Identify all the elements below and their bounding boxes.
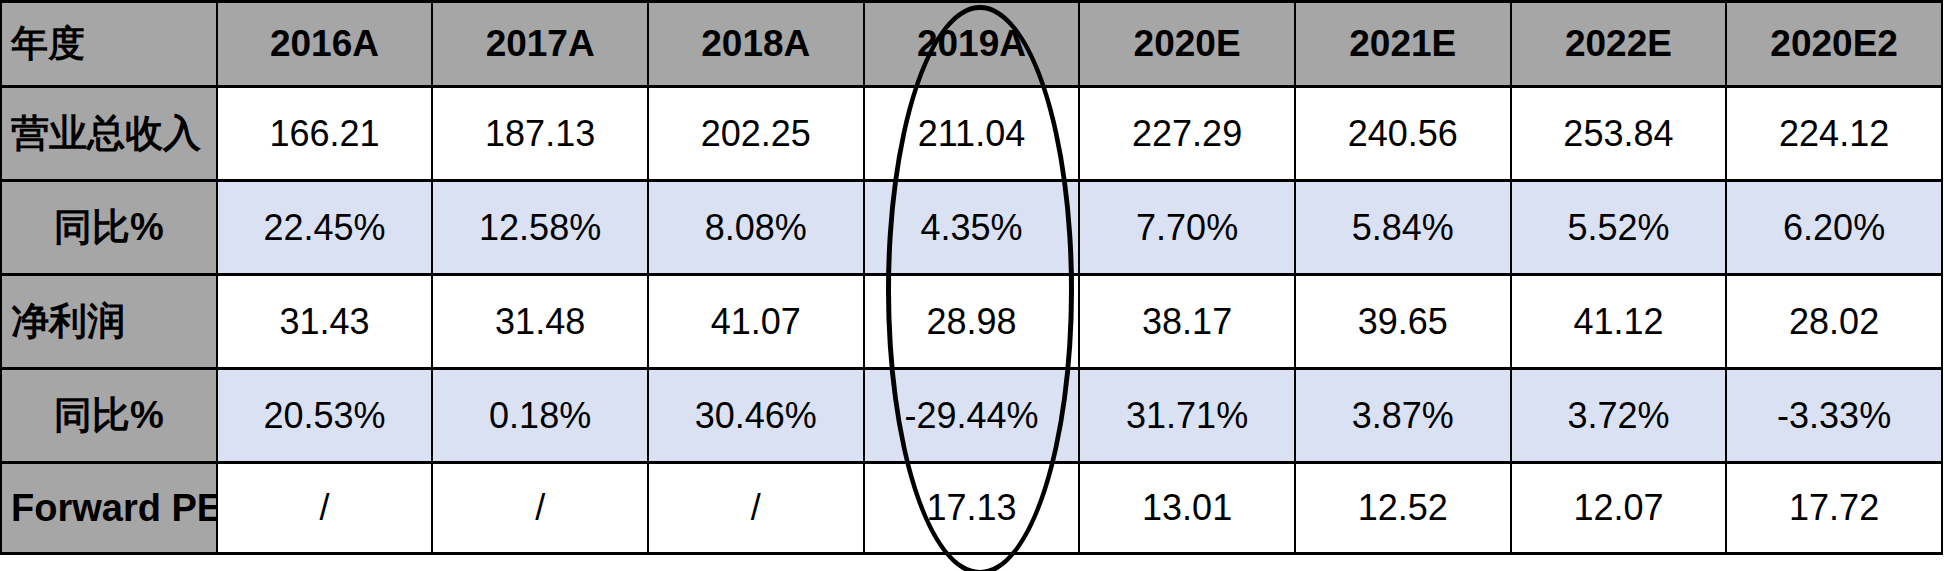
column-header-2020E2: 2020E2 (1726, 2, 1942, 87)
table-cell: 3.87% (1295, 369, 1511, 463)
table-cell: 0.18% (432, 369, 648, 463)
table-cell: 31.43 (217, 275, 433, 369)
table-cell: 253.84 (1511, 87, 1727, 181)
column-header-2021E: 2021E (1295, 2, 1511, 87)
table-cell: 8.08% (648, 181, 864, 275)
table-cell: 13.01 (1079, 463, 1295, 554)
table-cell: 3.72% (1511, 369, 1727, 463)
table-cell: 31.48 (432, 275, 648, 369)
table-cell: 39.65 (1295, 275, 1511, 369)
table-cell: 224.12 (1726, 87, 1942, 181)
table-cell: 20.53% (217, 369, 433, 463)
column-header-2017A: 2017A (432, 2, 648, 87)
table-cell: 5.84% (1295, 181, 1511, 275)
table-cell: 187.13 (432, 87, 648, 181)
table-cell: 41.07 (648, 275, 864, 369)
table-cell: 30.46% (648, 369, 864, 463)
column-header-2018A: 2018A (648, 2, 864, 87)
table-cell: 38.17 (1079, 275, 1295, 369)
table-cell: 7.70% (1079, 181, 1295, 275)
table-cell: 12.58% (432, 181, 648, 275)
table-cell: 28.02 (1726, 275, 1942, 369)
row-label: 同比% (1, 181, 217, 275)
corner-header-label: 年度 (1, 2, 217, 87)
table-cell: 41.12 (1511, 275, 1727, 369)
column-header-2022E: 2022E (1511, 2, 1727, 87)
table-cell: 166.21 (217, 87, 433, 181)
table-cell: 6.20% (1726, 181, 1942, 275)
highlight-ellipse-2019A-column (886, 5, 1074, 571)
table-cell: 240.56 (1295, 87, 1511, 181)
spreadsheet-table-sheet: 年度2016A2017A2018A2019A2020E2021E2022E202… (0, 0, 1945, 571)
table-cell: / (648, 463, 864, 554)
table-cell: / (432, 463, 648, 554)
table-cell: / (217, 463, 433, 554)
table-cell: 202.25 (648, 87, 864, 181)
row-label: 净利润 (1, 275, 217, 369)
column-header-2016A: 2016A (217, 2, 433, 87)
table-cell: 5.52% (1511, 181, 1727, 275)
table-cell: -3.33% (1726, 369, 1942, 463)
table-cell: 12.07 (1511, 463, 1727, 554)
table-cell: 17.72 (1726, 463, 1942, 554)
row-label: 营业总收入 (1, 87, 217, 181)
table-cell: 12.52 (1295, 463, 1511, 554)
table-cell: 227.29 (1079, 87, 1295, 181)
table-cell: 31.71% (1079, 369, 1295, 463)
row-label: Forward PE (1, 463, 217, 554)
table-cell: 22.45% (217, 181, 433, 275)
row-label: 同比% (1, 369, 217, 463)
column-header-2020E: 2020E (1079, 2, 1295, 87)
